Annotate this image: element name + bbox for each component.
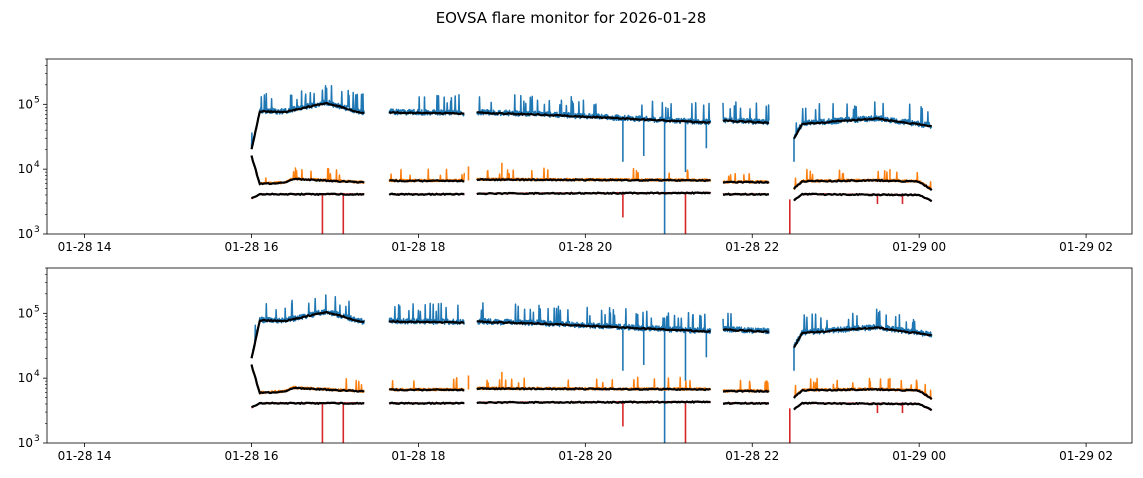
series-blue — [250, 294, 365, 359]
y-tick-label: 10 — [18, 306, 33, 320]
series-blue-smooth — [476, 320, 711, 333]
y-tick-exponent: 5 — [34, 304, 40, 314]
series-orange-smooth — [250, 155, 365, 186]
x-tick-label: 01-28 22 — [725, 449, 779, 463]
series-red-smooth — [722, 192, 770, 197]
series-red-smooth — [388, 401, 465, 406]
y-tick-label: 10 — [18, 371, 33, 385]
series-blue — [476, 302, 712, 334]
x-tick-label: 01-28 22 — [725, 240, 779, 254]
series-blue-smooth — [722, 119, 770, 125]
series-blue-smooth — [388, 319, 465, 325]
series-blue-smooth — [250, 310, 365, 359]
series-red-smooth — [388, 192, 465, 197]
axes-frame — [46, 58, 1133, 235]
y-tick-exponent: 5 — [34, 95, 40, 105]
y-tick-label: 10 — [18, 227, 33, 241]
series-red-smooth — [793, 192, 933, 203]
series-blue — [250, 84, 365, 150]
x-tick-label: 01-28 14 — [58, 449, 112, 463]
x-tick-label: 01-28 14 — [58, 240, 112, 254]
series-red-smooth — [793, 401, 933, 412]
y-tick-exponent: 4 — [34, 369, 40, 379]
series-blue-smooth — [793, 117, 933, 140]
series-blue-smooth — [722, 328, 770, 334]
series-orange-smooth — [389, 387, 465, 392]
series-orange-smooth — [476, 177, 711, 183]
series-orange-smooth — [793, 387, 933, 401]
series-orange-smooth — [476, 386, 711, 392]
x-tick-label: 01-29 02 — [1059, 449, 1113, 463]
x-tick-label: 01-29 00 — [892, 240, 946, 254]
y-tick-label: 10 — [18, 97, 33, 111]
series-red-smooth — [251, 401, 365, 409]
y-tick-exponent: 4 — [34, 160, 40, 170]
series-orange-smooth — [722, 180, 770, 185]
x-tick-label: 01-28 16 — [225, 449, 279, 463]
series-orange-smooth — [250, 364, 365, 395]
plot-area — [250, 294, 933, 443]
x-tick-label: 01-29 02 — [1059, 240, 1113, 254]
x-tick-label: 01-28 16 — [225, 240, 279, 254]
chart-title: EOVSA flare monitor for 2026-01-28 — [436, 9, 707, 27]
series-blue-smooth — [476, 111, 711, 124]
series-blue-smooth — [250, 101, 365, 150]
x-tick-label: 01-28 18 — [391, 240, 445, 254]
series-blue-smooth — [793, 326, 933, 349]
series-red-smooth — [476, 191, 711, 196]
x-tick-label: 01-28 20 — [558, 449, 612, 463]
series-red-smooth — [476, 400, 711, 405]
x-tick-label: 01-28 18 — [391, 449, 445, 463]
y-tick-label: 10 — [18, 436, 33, 450]
x-tick-label: 01-28 20 — [558, 240, 612, 254]
axes-frame — [46, 267, 1133, 444]
series-red-smooth — [251, 192, 365, 200]
bottom-panel: 01-28 14 01-28 16 01-28 18 01-28 20 01-28 22… — [18, 267, 1133, 463]
series-orange-smooth — [793, 178, 933, 192]
top-panel: 01-28 14 01-28 16 01-28 18 01-28 20 01-28 22… — [18, 58, 1133, 254]
y-tick-label: 10 — [18, 162, 33, 176]
plot-area — [250, 84, 933, 234]
y-tick-exponent: 3 — [34, 225, 40, 235]
series-orange-smooth — [722, 389, 770, 394]
x-tick-label: 01-29 00 — [892, 449, 946, 463]
y-tick-exponent: 3 — [34, 434, 40, 444]
series-orange-smooth — [389, 178, 465, 183]
series-blue-smooth — [388, 110, 465, 116]
series-red-smooth — [722, 401, 770, 406]
